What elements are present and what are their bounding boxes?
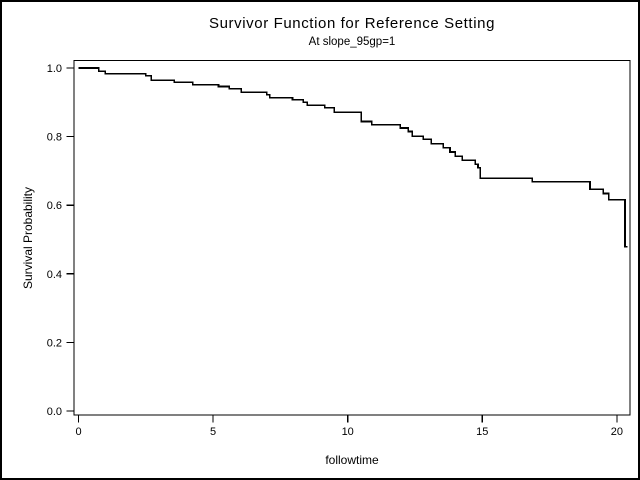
x-tick-label: 5: [210, 426, 216, 438]
chart-subtitle: At slope_95gp=1: [308, 36, 396, 48]
y-tick-label: 1.0: [47, 63, 62, 75]
x-tick-label: 0: [75, 426, 81, 438]
x-axis-title: followtime: [325, 453, 379, 467]
y-tick-label: 0.0: [47, 406, 62, 418]
x-tick-label: 15: [476, 426, 488, 438]
x-tick-label: 20: [611, 426, 623, 438]
y-tick-label: 0.8: [47, 132, 62, 144]
y-tick-label: 0.6: [47, 200, 62, 212]
survival-curve: [78, 67, 628, 248]
chart-title: Survivor Function for Reference Setting: [208, 15, 496, 32]
y-tick-label: 0.2: [47, 337, 62, 349]
x-tick-label: 10: [342, 426, 354, 438]
y-tick-label: 0.4: [47, 269, 62, 281]
plot-frame: [73, 59, 631, 416]
